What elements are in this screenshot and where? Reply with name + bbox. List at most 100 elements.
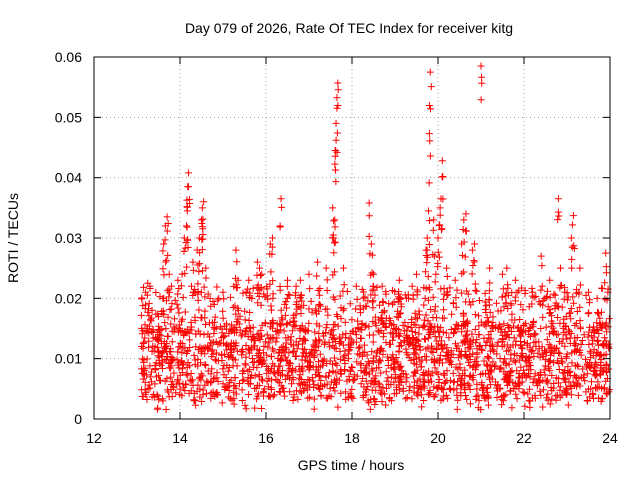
data-point xyxy=(378,282,386,290)
data-point xyxy=(331,268,339,276)
data-point xyxy=(341,318,349,326)
data-point xyxy=(342,395,350,403)
data-point xyxy=(143,291,151,299)
data-point xyxy=(326,384,334,392)
data-point xyxy=(553,357,561,365)
data-point xyxy=(519,306,527,314)
data-point xyxy=(483,314,491,322)
data-point xyxy=(160,271,168,279)
data-point xyxy=(279,342,287,350)
data-point xyxy=(512,390,520,398)
data-point xyxy=(372,398,380,406)
data-point xyxy=(479,386,487,394)
data-point xyxy=(539,313,547,321)
data-point xyxy=(330,378,338,386)
data-point xyxy=(537,325,545,333)
data-point xyxy=(433,337,441,345)
data-point xyxy=(175,343,183,351)
data-point xyxy=(249,359,257,367)
data-point xyxy=(141,321,149,329)
data-point xyxy=(425,331,433,339)
data-point xyxy=(593,337,601,345)
data-point xyxy=(508,310,516,318)
data-point xyxy=(330,239,338,247)
data-point xyxy=(440,306,448,314)
data-point xyxy=(284,357,292,365)
data-point xyxy=(415,330,423,338)
data-point xyxy=(425,130,433,138)
data-point xyxy=(297,291,305,299)
data-point xyxy=(323,359,331,367)
data-point xyxy=(599,340,607,348)
data-point xyxy=(478,79,486,87)
data-point xyxy=(505,360,513,368)
chart-title: Day 079 of 2026, Rate Of TEC Index for r… xyxy=(185,20,513,36)
data-point xyxy=(399,384,407,392)
data-point xyxy=(341,357,349,365)
data-point xyxy=(323,276,331,284)
data-point xyxy=(365,232,373,240)
data-point xyxy=(292,310,300,318)
data-point xyxy=(421,294,429,302)
data-point xyxy=(210,330,218,338)
data-point xyxy=(532,292,540,300)
data-point xyxy=(253,258,261,266)
data-point xyxy=(605,386,613,394)
data-point xyxy=(221,383,229,391)
data-point xyxy=(444,394,452,402)
data-point xyxy=(554,216,562,224)
data-point xyxy=(194,345,202,353)
data-point xyxy=(245,276,253,284)
data-point xyxy=(268,234,276,242)
data-point xyxy=(263,285,271,293)
data-point xyxy=(518,378,526,386)
data-point xyxy=(469,298,477,306)
data-point xyxy=(206,333,214,341)
data-point xyxy=(526,373,534,381)
data-point xyxy=(294,395,302,403)
data-point xyxy=(489,322,497,330)
data-point xyxy=(340,353,348,361)
data-point xyxy=(554,313,562,321)
data-point xyxy=(162,325,170,333)
data-point xyxy=(593,319,601,327)
data-point xyxy=(555,365,563,373)
data-point xyxy=(576,264,584,272)
data-point xyxy=(475,322,483,330)
data-point xyxy=(204,330,212,338)
data-point xyxy=(372,372,380,380)
data-point xyxy=(413,315,421,323)
data-point xyxy=(441,371,449,379)
data-point xyxy=(292,322,300,330)
data-point xyxy=(316,300,324,308)
data-point xyxy=(548,371,556,379)
data-point xyxy=(411,328,419,336)
data-point xyxy=(515,327,523,335)
data-point xyxy=(394,313,402,321)
data-point xyxy=(202,361,210,369)
data-point xyxy=(251,384,259,392)
data-point xyxy=(399,321,407,329)
data-point xyxy=(426,286,434,294)
data-point xyxy=(589,389,597,397)
data-point xyxy=(469,376,477,384)
data-point xyxy=(364,383,372,391)
data-point xyxy=(320,340,328,348)
data-point xyxy=(368,376,376,384)
data-point xyxy=(389,333,397,341)
data-point xyxy=(477,62,485,70)
data-point xyxy=(539,297,547,305)
data-point xyxy=(174,359,182,367)
data-point xyxy=(583,397,591,405)
data-point xyxy=(429,345,437,353)
data-point xyxy=(567,391,575,399)
data-point xyxy=(553,331,561,339)
data-point xyxy=(571,362,579,370)
data-point xyxy=(425,391,433,399)
data-point xyxy=(163,342,171,350)
data-point xyxy=(190,351,198,359)
data-point xyxy=(576,303,584,311)
data-point xyxy=(510,384,518,392)
data-point xyxy=(310,395,318,403)
data-point xyxy=(584,333,592,341)
